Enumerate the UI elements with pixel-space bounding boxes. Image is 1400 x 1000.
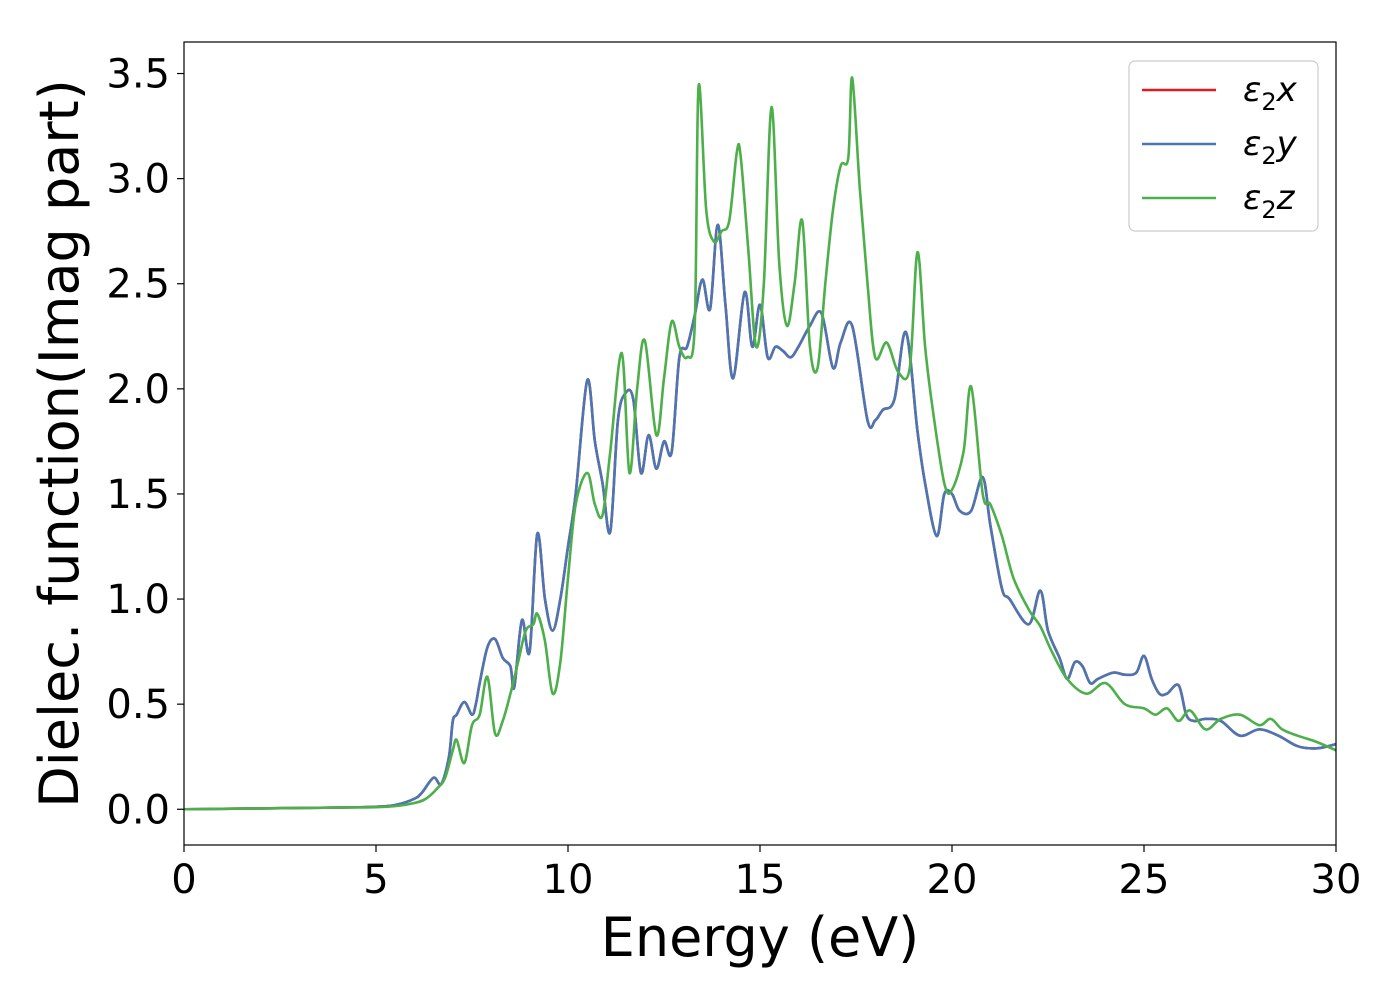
series-line-eps2z	[184, 76, 1336, 811]
x-axis-ticks: 0 5 10 15 20 25 30	[171, 845, 1361, 903]
legend-box	[1128, 60, 1319, 232]
x-axis-title: Energy (eV)	[601, 906, 920, 969]
y-tick-label: 2.5	[106, 262, 170, 308]
legend-label: ε2x	[1243, 70, 1298, 116]
y-axis-title: Dielec. function(Imag part)	[28, 79, 91, 808]
x-tick-label: 10	[543, 857, 594, 903]
y-tick-label: 2.0	[106, 367, 170, 413]
y-tick-label: 1.0	[106, 577, 170, 623]
y-tick-label: 1.5	[106, 472, 170, 518]
legend: ε2x ε2y ε2z	[1128, 60, 1319, 232]
legend-entry-eps2y: ε2y	[1142, 124, 1298, 170]
legend-label: ε2z	[1243, 178, 1296, 224]
series-line-eps2y	[184, 223, 1336, 811]
y-tick-label: 3.5	[106, 52, 170, 98]
series-line-eps2x	[184, 223, 1336, 811]
y-tick-label: 0.0	[106, 787, 170, 833]
y-tick-label: 3.0	[106, 157, 170, 203]
legend-entry-eps2z: ε2z	[1142, 178, 1296, 224]
y-axis-ticks: 0.0 0.5 1.0 1.5 2.0 2.5 3.0 3.5	[106, 52, 184, 833]
x-tick-label: 0	[171, 857, 196, 903]
x-tick-label: 5	[363, 857, 388, 903]
y-tick-label: 0.5	[106, 682, 170, 728]
x-tick-label: 30	[1311, 857, 1362, 903]
series-layer	[184, 76, 1336, 811]
x-tick-label: 25	[1119, 857, 1170, 903]
legend-entry-eps2x: ε2x	[1142, 70, 1298, 116]
x-tick-label: 15	[735, 857, 786, 903]
x-tick-label: 20	[927, 857, 978, 903]
legend-label: ε2y	[1243, 124, 1298, 170]
